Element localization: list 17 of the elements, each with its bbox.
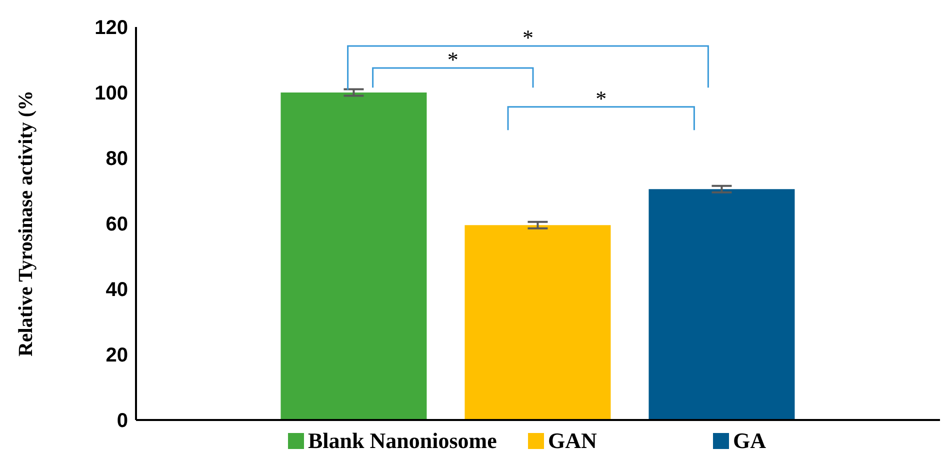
y-axis-title: Relative Tyrosinase activity (% xyxy=(15,90,37,357)
legend-label: GA xyxy=(733,428,766,454)
annotation: * xyxy=(596,86,607,111)
legend-label: Blank Nanoniosome xyxy=(308,428,497,454)
y-tick-label: 60 xyxy=(106,214,128,236)
y-tick-label: 40 xyxy=(106,279,128,302)
y-tick-label: 100 xyxy=(94,82,128,105)
legend-label: GAN xyxy=(548,428,597,454)
y-tick-label: 80 xyxy=(106,148,128,170)
annotation: * xyxy=(522,24,534,50)
y-tick-label: 120 xyxy=(94,17,128,40)
y-tick-label: 20 xyxy=(106,344,128,367)
bar xyxy=(464,225,611,420)
annotation: * xyxy=(447,46,458,72)
y-tick-label: 0 xyxy=(116,410,128,432)
bar xyxy=(280,92,427,420)
bar xyxy=(648,189,795,420)
